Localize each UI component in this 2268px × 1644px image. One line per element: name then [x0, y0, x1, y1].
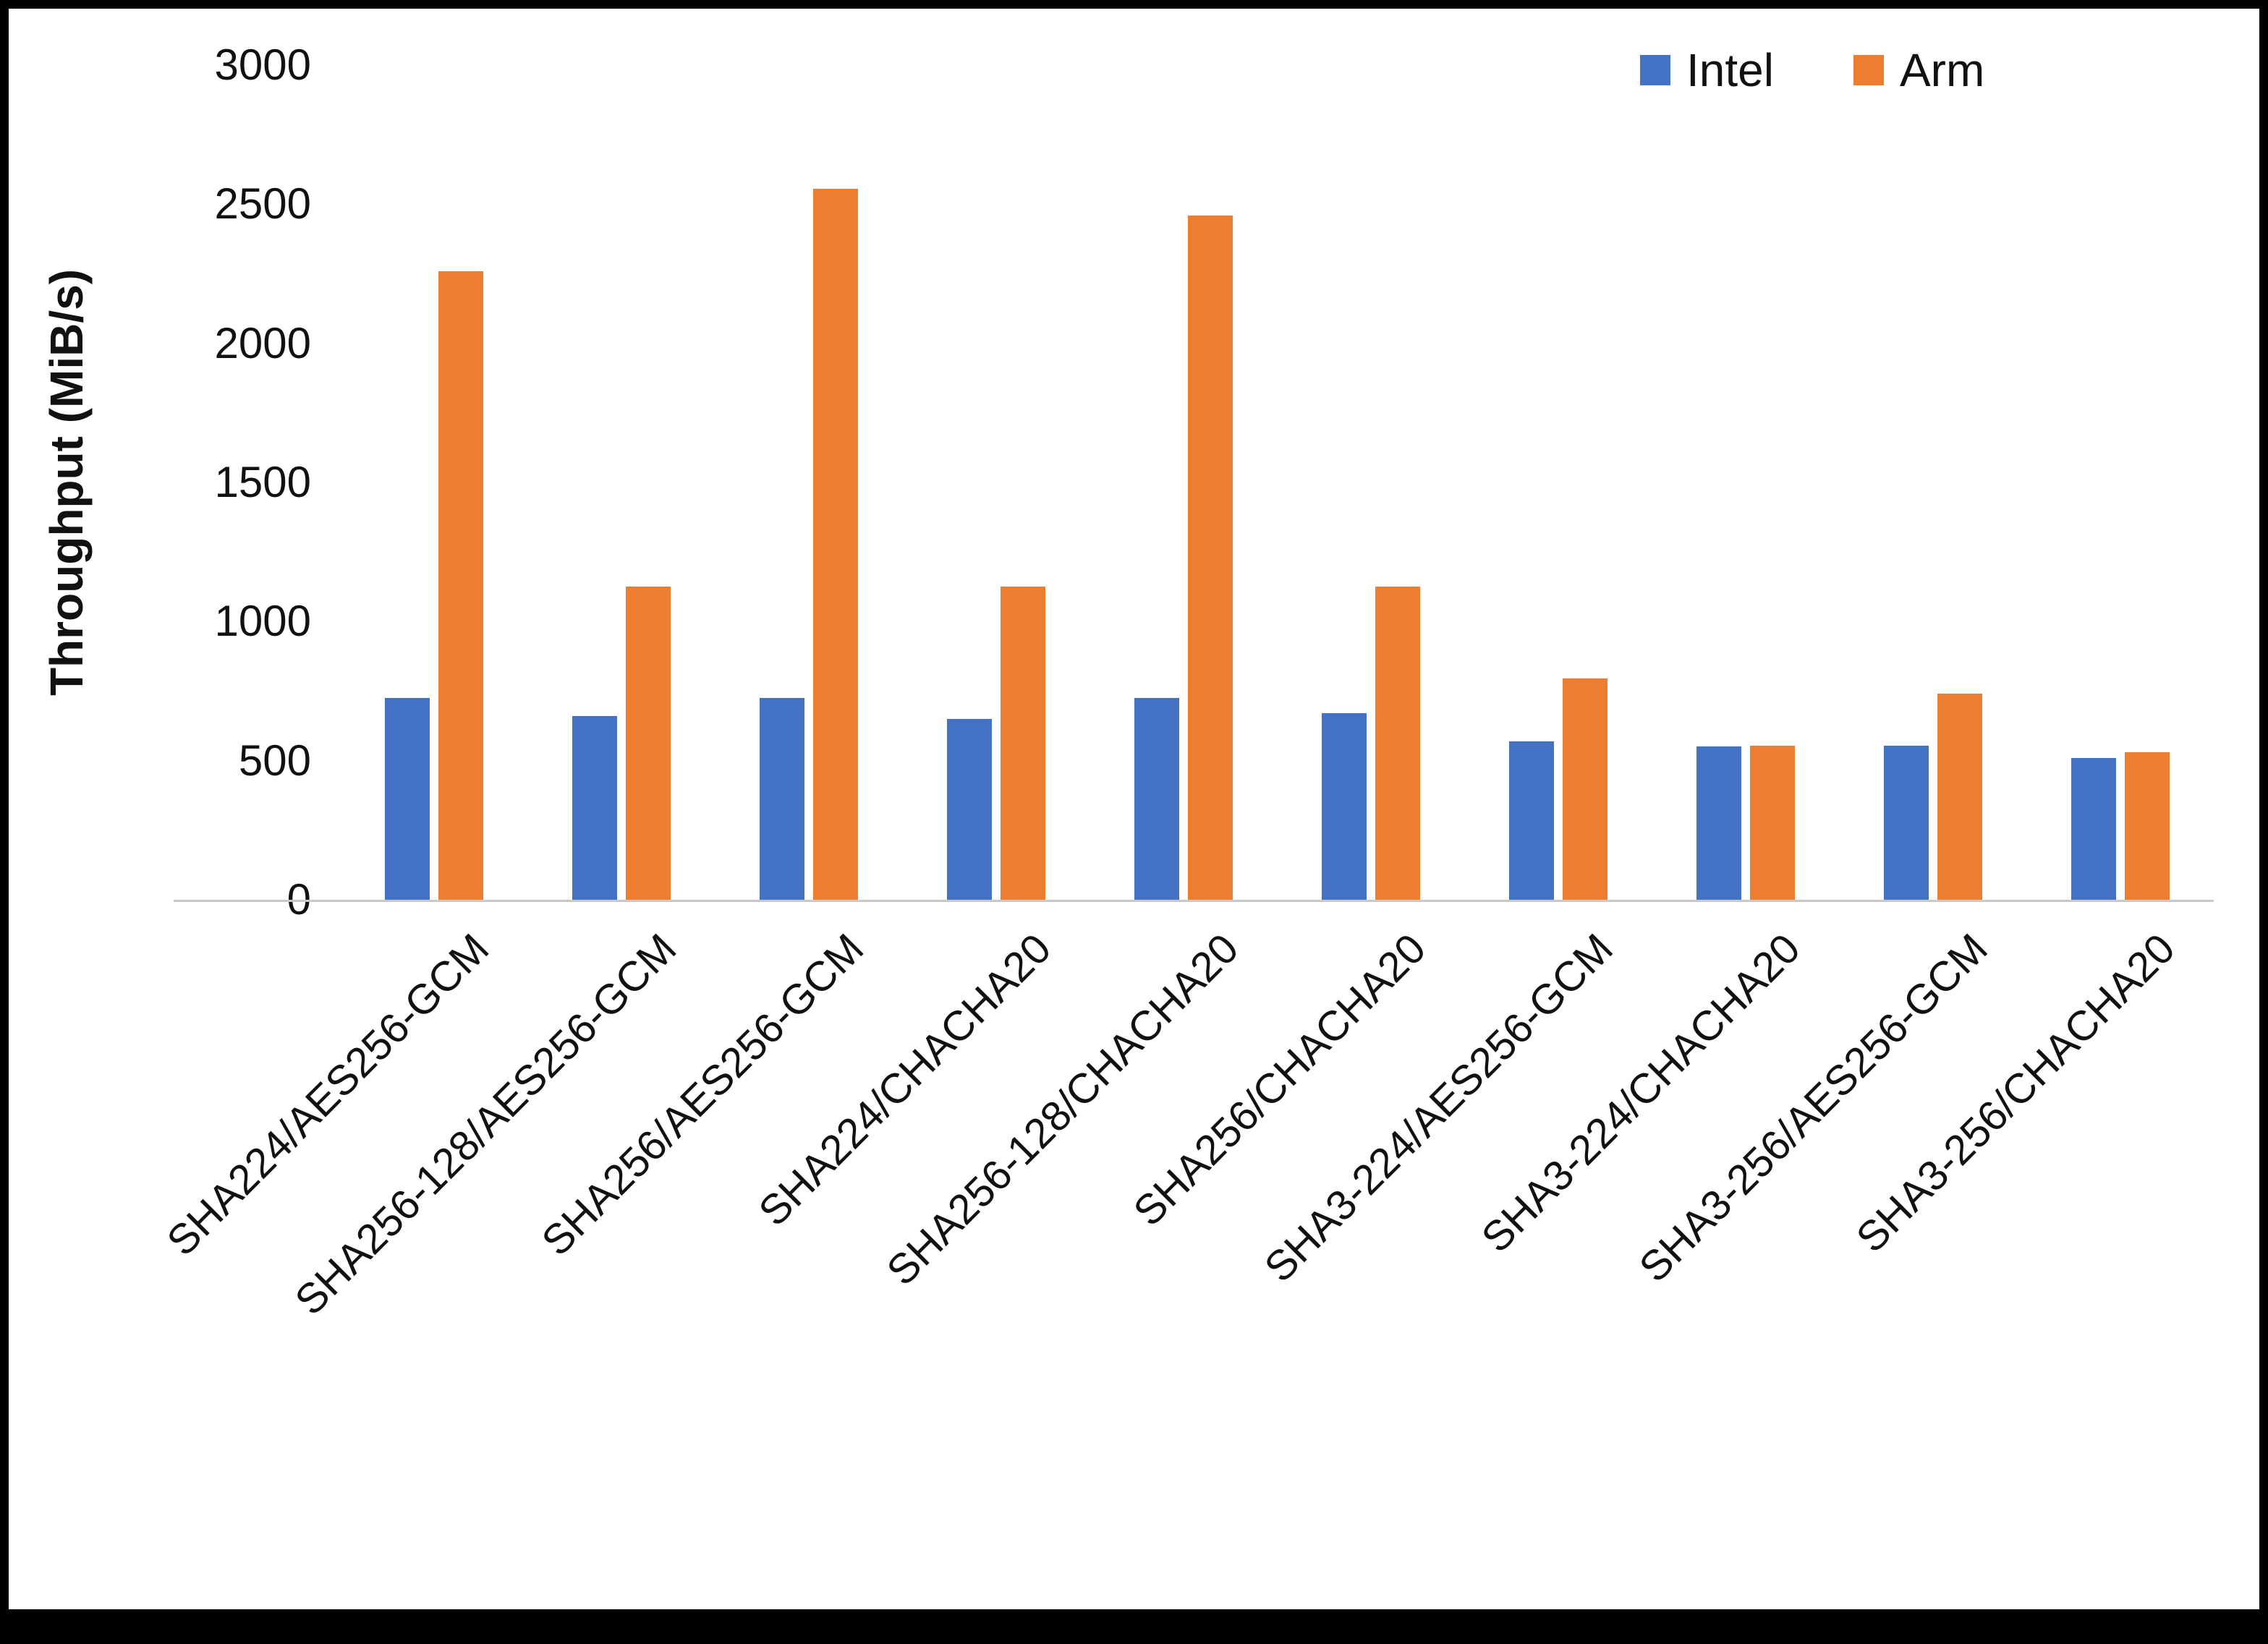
x-axis-line	[174, 900, 2214, 902]
bar-intel	[1508, 741, 1554, 900]
y-tick-label: 0	[286, 875, 311, 924]
legend-swatch-icon	[1853, 55, 1884, 85]
bar-intel	[572, 716, 617, 900]
x-category-label: SHA256-128/CHACHA20	[878, 924, 1248, 1295]
bar-arm	[1187, 215, 1233, 900]
y-tick-label: 500	[238, 736, 311, 785]
bar-arm	[438, 271, 483, 900]
x-category-label: SHA3-256/AES256-GCM	[1630, 924, 1997, 1292]
legend-label: Arm	[1899, 44, 1985, 96]
x-category-label: SHA224/AES256-GCM	[158, 924, 498, 1265]
legend: Intel Arm	[1640, 43, 1984, 97]
bar-intel	[1321, 713, 1367, 900]
x-category-label: SHA256/AES256-GCM	[532, 924, 873, 1265]
bar-intel	[759, 698, 804, 900]
bar-intel	[384, 698, 430, 900]
bar-chart: Throughput (MiB/s) 3000 2500 2000 1500 1000 5…	[9, 9, 2259, 1609]
bar-arm	[1937, 694, 1982, 900]
x-category-label: SHA256-128/AES256-GCM	[286, 924, 686, 1324]
bar-intel	[1883, 745, 1929, 900]
bar-arm	[2124, 752, 2170, 900]
x-category-label: SHA3-224/AES256-GCM	[1255, 924, 1623, 1292]
legend-item-arm: Arm	[1853, 43, 1984, 97]
legend-item-intel: Intel	[1640, 43, 1774, 97]
x-category-label: SHA3-224/CHACHA20	[1472, 924, 1810, 1262]
y-tick-label: 1000	[214, 597, 311, 646]
y-tick-label: 3000	[214, 41, 311, 89]
bar-arm	[1749, 745, 1795, 900]
bar-intel	[1696, 746, 1741, 900]
legend-swatch-icon	[1640, 55, 1670, 85]
bar-arm	[1000, 587, 1045, 900]
legend-label: Intel	[1686, 44, 1774, 96]
y-tick-label: 2000	[214, 318, 311, 367]
x-category-label: SHA3-256/CHACHA20	[1847, 924, 2185, 1262]
bar-intel	[2070, 757, 2116, 900]
y-axis-title: Throughput (MiB/s)	[41, 268, 93, 697]
bar-intel	[1134, 698, 1179, 900]
bar-arm	[625, 587, 671, 900]
bar-intel	[946, 718, 992, 900]
bar-arm	[1562, 678, 1607, 900]
y-tick-label: 1500	[214, 458, 311, 506]
bar-arm	[812, 189, 858, 900]
bar-arm	[1375, 587, 1420, 900]
y-tick-label: 2500	[214, 179, 311, 229]
